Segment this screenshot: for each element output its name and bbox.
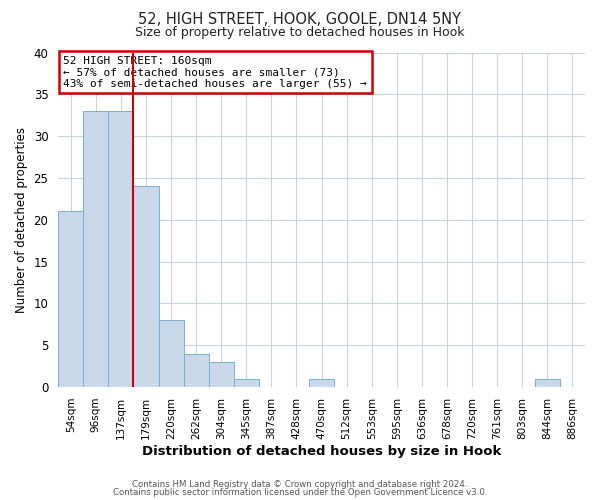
Bar [158, 320, 184, 387]
Bar [535, 378, 560, 387]
Text: Contains public sector information licensed under the Open Government Licence v3: Contains public sector information licen… [113, 488, 487, 497]
Bar [83, 111, 109, 387]
Text: Contains HM Land Registry data © Crown copyright and database right 2024.: Contains HM Land Registry data © Crown c… [132, 480, 468, 489]
Bar [234, 378, 259, 387]
Bar [133, 186, 158, 387]
Text: 52 HIGH STREET: 160sqm
← 57% of detached houses are smaller (73)
43% of semi-det: 52 HIGH STREET: 160sqm ← 57% of detached… [64, 56, 367, 89]
Y-axis label: Number of detached properties: Number of detached properties [15, 127, 28, 313]
Bar [209, 362, 234, 387]
Bar [309, 378, 334, 387]
Bar [184, 354, 209, 387]
X-axis label: Distribution of detached houses by size in Hook: Distribution of detached houses by size … [142, 444, 501, 458]
Bar [109, 111, 133, 387]
Bar [58, 212, 83, 387]
Text: Size of property relative to detached houses in Hook: Size of property relative to detached ho… [135, 26, 465, 39]
Text: 52, HIGH STREET, HOOK, GOOLE, DN14 5NY: 52, HIGH STREET, HOOK, GOOLE, DN14 5NY [139, 12, 461, 28]
